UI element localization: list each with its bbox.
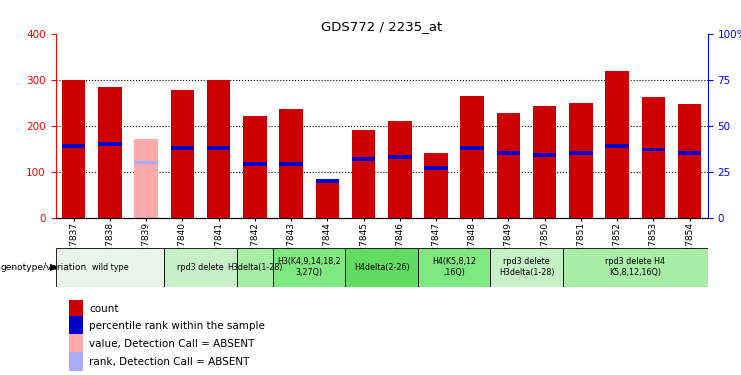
Bar (642, 148, 665, 152)
Text: value, Detection Call = ABSENT: value, Detection Call = ABSENT (90, 339, 255, 349)
Title: GDS772 / 2235_at: GDS772 / 2235_at (321, 20, 442, 33)
Text: rpd3 delete H4
K5,8,12,16Q): rpd3 delete H4 K5,8,12,16Q) (605, 258, 665, 277)
Bar (424, 166, 448, 170)
Text: H3(K4,9,14,18,2
3,27Q): H3(K4,9,14,18,2 3,27Q) (277, 258, 341, 277)
Bar (642, 97, 665, 218)
Text: count: count (90, 303, 119, 313)
Bar (496, 152, 520, 155)
Bar (562, 248, 708, 287)
Bar (388, 121, 411, 218)
Text: wild type: wild type (92, 262, 128, 272)
Bar (569, 152, 593, 155)
Bar (605, 144, 629, 148)
Bar (491, 248, 562, 287)
Bar (424, 153, 448, 218)
Bar (170, 90, 194, 218)
Bar (678, 152, 701, 155)
Bar (279, 162, 303, 166)
Bar (352, 130, 375, 218)
Bar (98, 87, 122, 218)
Bar (243, 162, 267, 166)
Bar (98, 142, 122, 146)
Bar (69, 316, 83, 336)
Bar (418, 248, 491, 287)
Bar (207, 146, 230, 150)
Bar (170, 146, 194, 150)
Bar (605, 70, 629, 217)
Bar (69, 352, 83, 372)
Bar (316, 179, 339, 183)
Text: rank, Detection Call = ABSENT: rank, Detection Call = ABSENT (90, 357, 250, 367)
Bar (279, 109, 303, 217)
Bar (460, 146, 484, 150)
Bar (316, 181, 339, 218)
Bar (165, 248, 236, 287)
Bar (134, 160, 158, 164)
Bar (345, 248, 418, 287)
Text: H3delta(1-28): H3delta(1-28) (227, 262, 282, 272)
Bar (56, 248, 165, 287)
Text: H4(K5,8,12
,16Q): H4(K5,8,12 ,16Q) (432, 258, 476, 277)
Bar (62, 144, 85, 148)
Text: rpd3 delete
H3delta(1-28): rpd3 delete H3delta(1-28) (499, 258, 554, 277)
Bar (496, 113, 520, 218)
Bar (533, 106, 556, 218)
Text: ▶: ▶ (50, 262, 58, 272)
Bar (62, 80, 85, 218)
Bar (69, 298, 83, 318)
Bar (236, 248, 273, 287)
Bar (388, 155, 411, 159)
Bar (533, 153, 556, 157)
Bar (273, 248, 345, 287)
Bar (69, 334, 83, 354)
Text: rpd3 delete: rpd3 delete (177, 262, 224, 272)
Text: genotype/variation: genotype/variation (1, 263, 87, 272)
Text: H4delta(2-26): H4delta(2-26) (353, 262, 410, 272)
Bar (678, 104, 701, 218)
Bar (134, 140, 158, 218)
Bar (460, 96, 484, 218)
Bar (569, 103, 593, 218)
Bar (352, 157, 375, 160)
Bar (243, 116, 267, 218)
Bar (207, 80, 230, 218)
Text: percentile rank within the sample: percentile rank within the sample (90, 321, 265, 332)
